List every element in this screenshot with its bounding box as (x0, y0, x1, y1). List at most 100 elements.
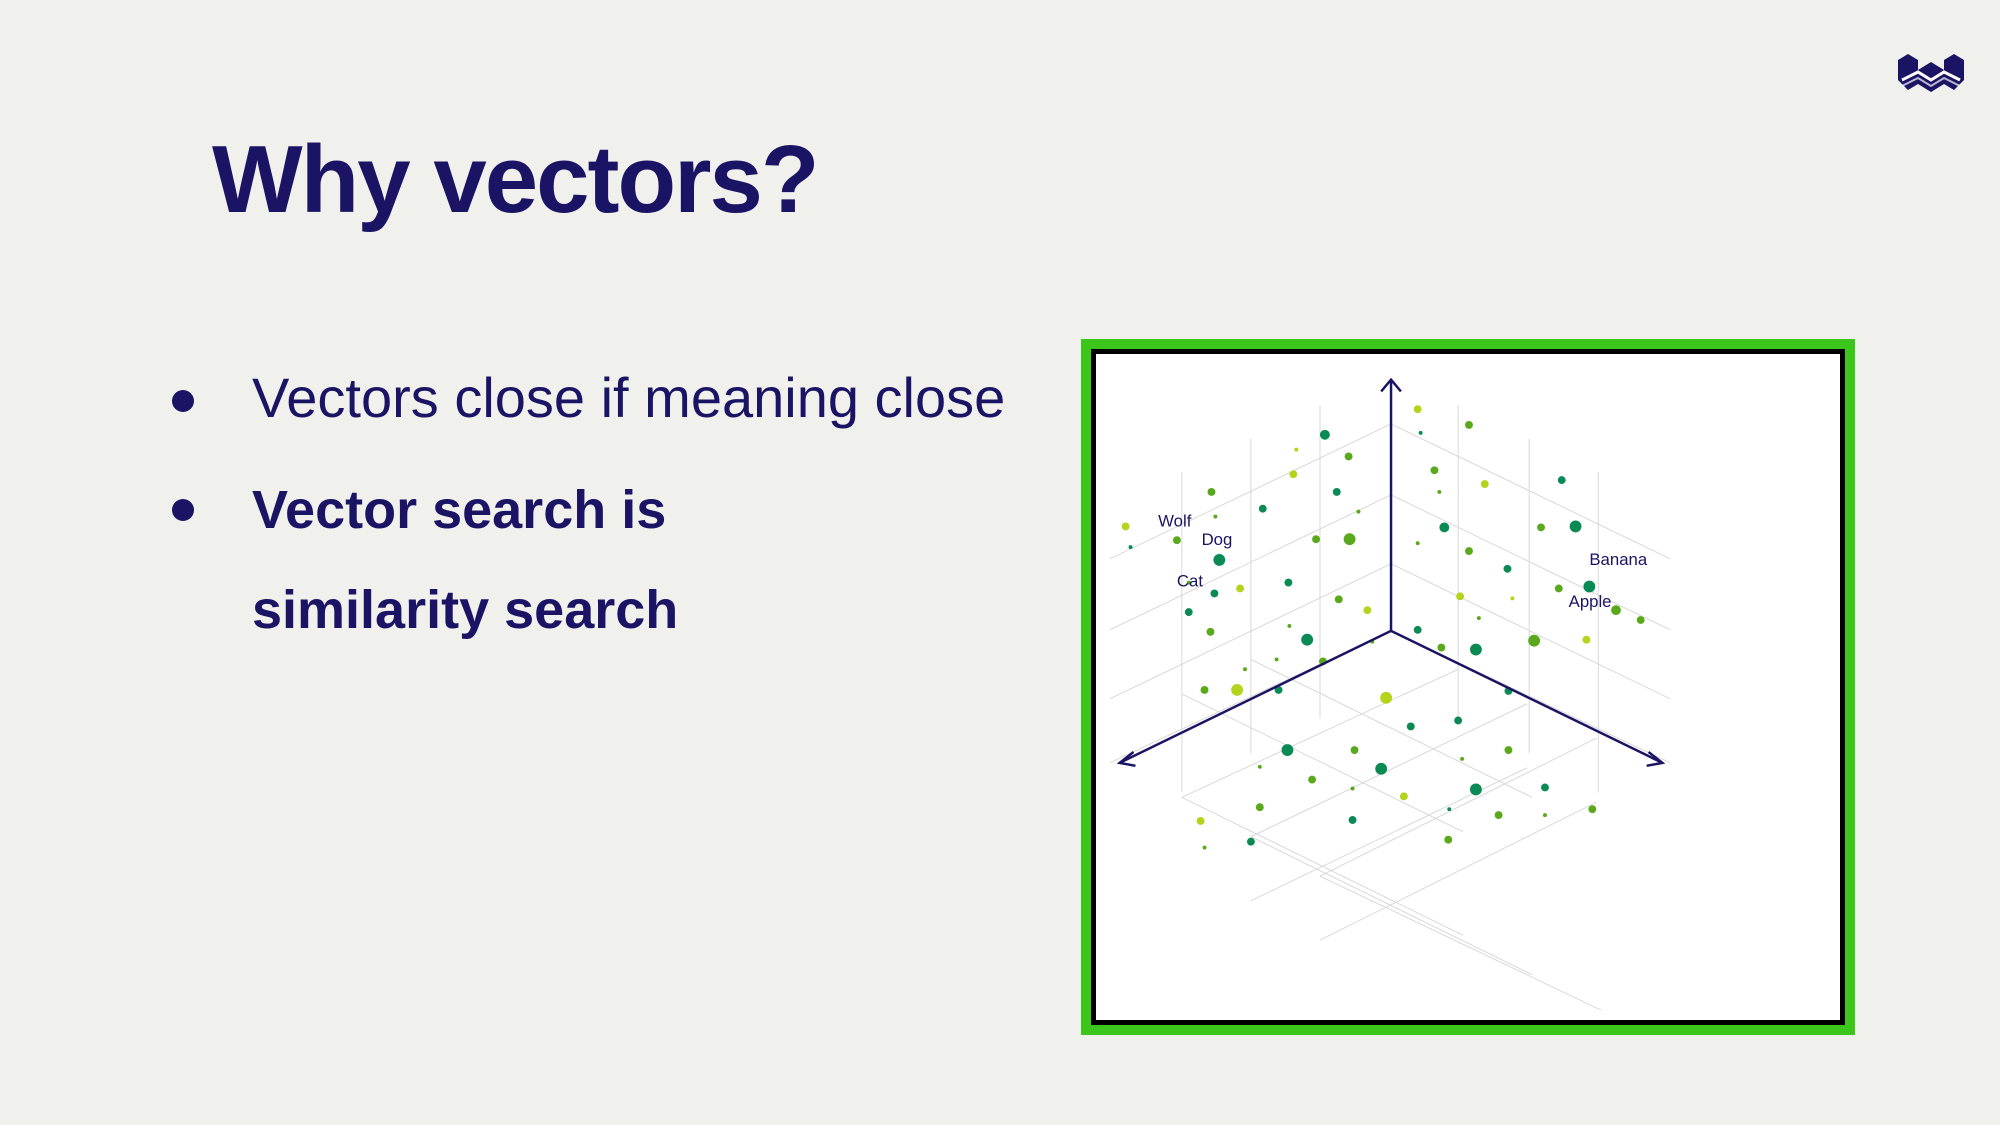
vector-point (1375, 762, 1388, 775)
bullet-text-line-1: Vector search is (252, 480, 667, 540)
vector-point (1186, 580, 1191, 585)
vector-point (1319, 429, 1330, 440)
vector-point (1281, 744, 1294, 756)
vector-point (1406, 722, 1415, 731)
vector-point (1418, 430, 1423, 435)
data-points (1121, 405, 1645, 850)
vector-point (1350, 746, 1359, 754)
vector-point (1289, 470, 1298, 479)
vector-point (1200, 686, 1209, 694)
vector-point (1196, 817, 1205, 825)
vector-point (1437, 489, 1442, 494)
vector-point (1380, 691, 1393, 704)
vector-point (1588, 805, 1597, 814)
vector-point (1356, 509, 1361, 514)
axes (1116, 377, 1666, 768)
vector-point (1231, 684, 1244, 696)
vector-point (1439, 522, 1450, 533)
vector-point (1258, 504, 1267, 513)
label-wolf: Wolf (1158, 511, 1192, 530)
bullet-text: Vectors close if meaning close (252, 366, 1006, 429)
vector-point (1636, 616, 1645, 624)
label-banana: Banana (1589, 550, 1647, 569)
vector-point (1454, 716, 1463, 725)
vector-point (1583, 580, 1596, 593)
vector-point (1430, 466, 1439, 475)
vector-space-figure: Wolf Dog Cat Banana Apple (1081, 339, 1855, 1035)
vector-point (1469, 783, 1482, 796)
vector-point (1554, 584, 1563, 593)
bullet-text-line-2: similarity search (252, 580, 679, 640)
vector-point (1444, 835, 1453, 844)
vector-point (1528, 634, 1541, 647)
vector-point (1210, 589, 1219, 598)
bullet-item: Vector search is similarity search (170, 460, 1005, 660)
weaviate-w-logo-icon (1898, 54, 1964, 92)
vector-point (1399, 792, 1408, 801)
vector-point (1480, 480, 1489, 488)
vector-point (1582, 635, 1591, 644)
vector-point (1469, 643, 1482, 656)
vector-point (1213, 514, 1218, 519)
vector-point (1447, 807, 1452, 812)
vector-point (1274, 657, 1279, 662)
slide-title: Why vectors? (212, 126, 819, 233)
vector-point (1503, 564, 1512, 573)
vector-point (1207, 487, 1216, 496)
vector-point (1257, 764, 1262, 769)
vector-point (1413, 405, 1422, 414)
vector-point (1274, 686, 1283, 694)
bullet-list: Vectors close if meaning close Vector se… (170, 362, 1005, 660)
vector-point (1569, 520, 1582, 533)
vector-point (1184, 608, 1193, 617)
vector-point (1206, 627, 1215, 636)
vector-point (1213, 553, 1226, 566)
vector-point (1437, 643, 1446, 652)
vector-point (1284, 578, 1293, 587)
z-axis-arrow-icon (1646, 751, 1666, 768)
bullet-dot (172, 499, 194, 521)
vector-point (1255, 803, 1264, 812)
vector-point (1243, 667, 1247, 672)
vector-point (1348, 816, 1357, 824)
vector-point (1504, 746, 1513, 754)
vector-point (1301, 633, 1314, 646)
vector-point (1542, 813, 1547, 818)
label-dog: Dog (1202, 530, 1233, 549)
vector-point (1202, 845, 1207, 850)
vector-point (1415, 541, 1420, 546)
vector-point (1308, 775, 1317, 784)
vector-point (1236, 584, 1245, 593)
bullet-item: Vectors close if meaning close (170, 362, 1005, 434)
vector-point (1121, 522, 1130, 531)
vector-point (1128, 545, 1133, 550)
vector-point (1246, 837, 1255, 846)
vector-point (1476, 616, 1481, 621)
vector-point (1363, 606, 1372, 615)
vector-point (1465, 420, 1473, 429)
vector-point (1287, 623, 1292, 628)
vector-point (1413, 625, 1422, 634)
x-axis (1119, 629, 1392, 764)
vector-point (1510, 596, 1515, 601)
vector-point (1611, 605, 1621, 616)
label-apple: Apple (1569, 592, 1612, 611)
y-axis-arrow-icon (1380, 377, 1402, 393)
bullet-dot (172, 390, 194, 412)
vector-point (1537, 523, 1545, 532)
vector-point (1456, 592, 1465, 601)
point-labels: Wolf Dog Cat Banana Apple (1158, 511, 1648, 611)
vector-point (1343, 533, 1356, 546)
vector-point (1460, 756, 1465, 761)
vector-point (1557, 476, 1566, 485)
vector-point (1172, 536, 1181, 545)
x-axis-arrow-icon (1116, 751, 1136, 768)
vector-point (1334, 595, 1343, 604)
vector-point (1312, 535, 1320, 544)
vector-point (1494, 811, 1503, 820)
vector-space-illustration: Wolf Dog Cat Banana Apple (1109, 377, 1671, 1011)
vector-point (1344, 452, 1353, 461)
brand-logo (1896, 50, 1966, 94)
z-axis (1390, 629, 1663, 764)
vector-point (1350, 786, 1355, 791)
